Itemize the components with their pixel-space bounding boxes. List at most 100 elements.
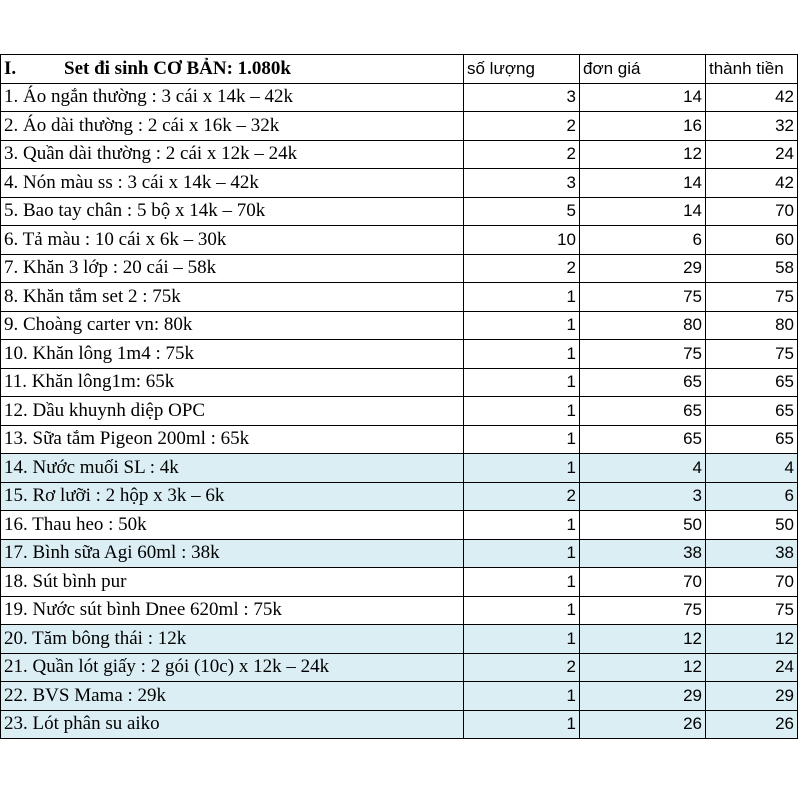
unit-price-cell[interactable]: 38 xyxy=(579,538,706,568)
item-name-cell[interactable]: 17. Bình sữa Agi 60ml : 38k xyxy=(0,538,464,568)
quantity-cell[interactable]: 2 xyxy=(463,652,580,682)
header-title-cell[interactable]: I. Set đi sinh CƠ BẢN: 1.080k xyxy=(0,54,464,84)
unit-price-cell[interactable]: 29 xyxy=(579,253,706,283)
shopping-list-table: I. Set đi sinh CƠ BẢN: 1.080k số lượng đơ… xyxy=(0,54,798,739)
item-name-cell[interactable]: 15. Rơ lưỡi : 2 hộp x 3k – 6k xyxy=(0,481,464,511)
item-name-cell[interactable]: 5. Bao tay chân : 5 bộ x 14k – 70k xyxy=(0,196,464,226)
total-cell[interactable]: 60 xyxy=(705,225,798,255)
item-name-cell[interactable]: 10. Khăn lông 1m4 : 75k xyxy=(0,339,464,369)
unit-price-cell[interactable]: 12 xyxy=(579,624,706,654)
item-name-cell[interactable]: 4. Nón màu ss : 3 cái x 14k – 42k xyxy=(0,168,464,198)
item-name-cell[interactable]: 23. Lót phân su aiko xyxy=(0,709,464,739)
header-price-cell[interactable]: đơn giá xyxy=(579,54,706,84)
total-cell[interactable]: 80 xyxy=(705,310,798,340)
unit-price-cell[interactable]: 26 xyxy=(579,709,706,739)
total-cell[interactable]: 58 xyxy=(705,253,798,283)
unit-price-cell[interactable]: 6 xyxy=(579,225,706,255)
item-name-cell[interactable]: 12. Dầu khuynh diệp OPC xyxy=(0,396,464,426)
unit-price-cell[interactable]: 65 xyxy=(579,424,706,454)
total-cell[interactable]: 29 xyxy=(705,681,798,711)
item-name-cell[interactable]: 22. BVS Mama : 29k xyxy=(0,681,464,711)
item-name-cell[interactable]: 18. Sút bình pur xyxy=(0,567,464,597)
item-name-cell[interactable]: 9. Choàng carter vn: 80k xyxy=(0,310,464,340)
item-name-cell[interactable]: 2. Áo dài thường : 2 cái x 16k – 32k xyxy=(0,111,464,141)
total-cell[interactable]: 75 xyxy=(705,595,798,625)
item-name-cell[interactable]: 7. Khăn 3 lớp : 20 cái – 58k xyxy=(0,253,464,283)
unit-price-cell[interactable]: 75 xyxy=(579,595,706,625)
header-qty-cell[interactable]: số lượng xyxy=(463,54,580,84)
item-name-cell[interactable]: 3. Quần dài thường : 2 cái x 12k – 24k xyxy=(0,139,464,169)
table-row: 6. Tả màu : 10 cái x 6k – 30k 10 6 60 xyxy=(0,225,798,255)
unit-price-cell[interactable]: 12 xyxy=(579,139,706,169)
total-cell[interactable]: 24 xyxy=(705,652,798,682)
unit-price-cell[interactable]: 80 xyxy=(579,310,706,340)
total-cell[interactable]: 32 xyxy=(705,111,798,141)
item-name-cell[interactable]: 1. Áo ngắn thường : 3 cái x 14k – 42k xyxy=(0,82,464,112)
total-cell[interactable]: 65 xyxy=(705,396,798,426)
item-name-cell[interactable]: 21. Quần lót giấy : 2 gói (10c) x 12k – … xyxy=(0,652,464,682)
unit-price-cell[interactable]: 16 xyxy=(579,111,706,141)
quantity-cell[interactable]: 1 xyxy=(463,709,580,739)
total-cell[interactable]: 70 xyxy=(705,196,798,226)
header-total-cell[interactable]: thành tiền xyxy=(705,54,798,84)
unit-price-cell[interactable]: 29 xyxy=(579,681,706,711)
quantity-cell[interactable]: 1 xyxy=(463,538,580,568)
quantity-cell[interactable]: 3 xyxy=(463,82,580,112)
unit-price-cell[interactable]: 50 xyxy=(579,510,706,540)
item-name-cell[interactable]: 20. Tăm bông thái : 12k xyxy=(0,624,464,654)
unit-price-cell[interactable]: 65 xyxy=(579,396,706,426)
quantity-cell[interactable]: 2 xyxy=(463,481,580,511)
quantity-cell[interactable]: 1 xyxy=(463,367,580,397)
unit-price-cell[interactable]: 14 xyxy=(579,168,706,198)
quantity-cell[interactable]: 1 xyxy=(463,396,580,426)
total-cell[interactable]: 50 xyxy=(705,510,798,540)
quantity-cell[interactable]: 2 xyxy=(463,111,580,141)
quantity-cell[interactable]: 1 xyxy=(463,681,580,711)
unit-price-cell[interactable]: 12 xyxy=(579,652,706,682)
quantity-cell[interactable]: 1 xyxy=(463,282,580,312)
quantity-cell[interactable]: 2 xyxy=(463,253,580,283)
quantity-cell[interactable]: 1 xyxy=(463,310,580,340)
total-cell[interactable]: 4 xyxy=(705,453,798,483)
quantity-cell[interactable]: 1 xyxy=(463,453,580,483)
total-cell[interactable]: 42 xyxy=(705,168,798,198)
quantity-cell[interactable]: 1 xyxy=(463,567,580,597)
quantity-cell[interactable]: 1 xyxy=(463,424,580,454)
quantity-cell[interactable]: 10 xyxy=(463,225,580,255)
quantity-cell[interactable]: 5 xyxy=(463,196,580,226)
quantity-cell[interactable]: 3 xyxy=(463,168,580,198)
header-row: I. Set đi sinh CƠ BẢN: 1.080k số lượng đơ… xyxy=(0,54,798,84)
total-cell[interactable]: 65 xyxy=(705,424,798,454)
item-name-cell[interactable]: 16. Thau heo : 50k xyxy=(0,510,464,540)
total-cell[interactable]: 26 xyxy=(705,709,798,739)
quantity-cell[interactable]: 1 xyxy=(463,510,580,540)
unit-price-cell[interactable]: 3 xyxy=(579,481,706,511)
total-cell[interactable]: 75 xyxy=(705,339,798,369)
item-name-cell[interactable]: 14. Nước muối SL : 4k xyxy=(0,453,464,483)
unit-price-cell[interactable]: 14 xyxy=(579,196,706,226)
total-cell[interactable]: 65 xyxy=(705,367,798,397)
quantity-cell[interactable]: 1 xyxy=(463,339,580,369)
quantity-cell[interactable]: 2 xyxy=(463,139,580,169)
item-name-cell[interactable]: 8. Khăn tắm set 2 : 75k xyxy=(0,282,464,312)
item-name-cell[interactable]: 13. Sữa tắm Pigeon 200ml : 65k xyxy=(0,424,464,454)
unit-price-cell[interactable]: 75 xyxy=(579,339,706,369)
total-cell[interactable]: 38 xyxy=(705,538,798,568)
item-name-cell[interactable]: 19. Nước sút bình Dnee 620ml : 75k xyxy=(0,595,464,625)
item-name-cell[interactable]: 6. Tả màu : 10 cái x 6k – 30k xyxy=(0,225,464,255)
total-cell[interactable]: 42 xyxy=(705,82,798,112)
unit-price-cell[interactable]: 70 xyxy=(579,567,706,597)
table-row: 11. Khăn lông1m: 65k 1 65 65 xyxy=(0,367,798,397)
total-cell[interactable]: 70 xyxy=(705,567,798,597)
total-cell[interactable]: 75 xyxy=(705,282,798,312)
total-cell[interactable]: 24 xyxy=(705,139,798,169)
quantity-cell[interactable]: 1 xyxy=(463,624,580,654)
quantity-cell[interactable]: 1 xyxy=(463,595,580,625)
unit-price-cell[interactable]: 65 xyxy=(579,367,706,397)
item-name-cell[interactable]: 11. Khăn lông1m: 65k xyxy=(0,367,464,397)
unit-price-cell[interactable]: 75 xyxy=(579,282,706,312)
unit-price-cell[interactable]: 14 xyxy=(579,82,706,112)
unit-price-cell[interactable]: 4 xyxy=(579,453,706,483)
total-cell[interactable]: 12 xyxy=(705,624,798,654)
total-cell[interactable]: 6 xyxy=(705,481,798,511)
